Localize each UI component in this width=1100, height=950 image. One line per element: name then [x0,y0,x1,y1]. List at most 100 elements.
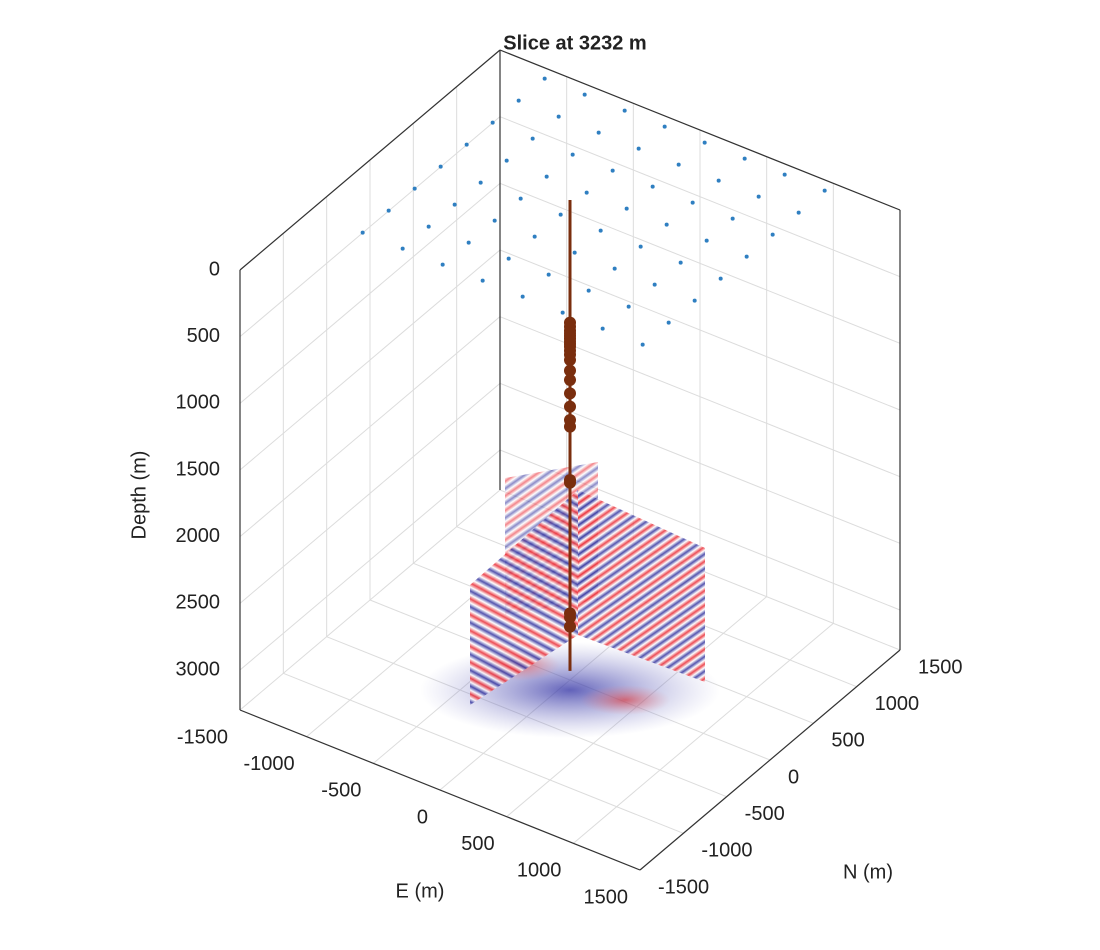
axis-edge [239,709,641,871]
z-tick-label: 2000 [176,525,221,547]
marks [360,76,827,671]
y-tick-label: -500 [745,803,785,825]
axis-edge [639,649,901,871]
seismic-slices [420,462,720,738]
y-tick-label: 500 [831,730,864,752]
event-point [564,354,576,366]
receiver-point [742,156,747,161]
receiver-point [426,224,431,229]
event-point [564,364,576,377]
event-point [564,420,576,433]
z-tick-label: 0 [209,258,220,280]
grid-line [499,249,901,411]
receiver-point [730,216,735,221]
receiver-point [690,200,695,205]
receiver-point [666,320,671,325]
event-point [564,374,576,386]
receiver-point [546,272,551,277]
receiver-point [636,146,641,151]
grid-line [239,182,501,404]
receiver-point [692,298,697,303]
receiver-point [520,294,525,299]
receiver-point [638,244,643,249]
y-axis-label: N (m) [843,861,893,883]
z-axis-label: Depth (m) [128,451,150,540]
x-tick-label: -1500 [177,726,228,748]
receiver-point [596,130,601,135]
receiver-point [704,238,709,243]
seismic-panel [578,490,705,682]
receiver-point [626,304,631,309]
chart-title: Slice at 3232 m [503,32,646,54]
y-tick-label: 0 [788,766,799,788]
depth-slice-red [580,685,670,715]
receiver-point [770,232,775,237]
grid-line [239,449,501,671]
x-tick-label: -1000 [244,753,295,775]
receiver-point [652,282,657,287]
receiver-point [492,218,497,223]
receiver-point [610,168,615,173]
receiver-point [558,212,563,217]
z-tick-label: 500 [187,325,220,347]
receiver-point [716,178,721,183]
axis-edge [499,49,901,211]
receiver-point [542,76,547,81]
grid-line [283,672,684,834]
receiver-point [518,196,523,201]
event-point [564,620,576,633]
x-tick-label: -500 [321,780,361,802]
receiver-point [532,234,537,239]
receiver-point [572,250,577,255]
receiver-point [386,208,391,213]
z-tick-label: 1500 [176,458,221,480]
axis-edge [239,49,501,271]
x-tick-label: 1000 [517,860,562,882]
x-tick-label: 0 [417,806,428,828]
event-point [564,400,576,413]
receiver-point [598,228,603,233]
z-tick-label: 3000 [176,658,221,680]
receiver-point [744,254,749,259]
receiver-point [504,158,509,163]
receiver-point [582,92,587,97]
receiver-point [490,120,495,125]
receiver-point [556,114,561,119]
grid-line [239,382,501,604]
receiver-point [600,326,605,331]
grid-line [239,116,501,338]
receiver-point [622,108,627,113]
receiver-point [440,262,445,267]
x-tick-label: 500 [461,833,494,855]
grid-line [239,316,501,538]
receiver-point [506,256,511,261]
receiver-point [400,246,405,251]
receiver-point [412,186,417,191]
receiver-point [570,152,575,157]
grid-line [239,249,501,471]
receiver-point [584,190,589,195]
seismic-panel [470,490,578,705]
y-tick-label: -1500 [658,876,709,898]
y-tick-label: 1500 [918,656,963,678]
receiver-point [664,222,669,227]
receiver-point [530,136,535,141]
receiver-point [516,98,521,103]
receiver-point [756,194,761,199]
receiver-point [560,310,565,315]
receiver-point [822,188,827,193]
z-tick-label: 2500 [176,592,221,614]
receiver-point [650,184,655,189]
receiver-point [678,260,683,265]
x-axis-label: E (m) [396,880,445,902]
receiver-point [702,140,707,145]
y-tick-label: 1000 [875,693,920,715]
receiver-point [796,210,801,215]
receiver-point [782,172,787,177]
y-tick-label: -1000 [701,840,752,862]
receiver-point [662,124,667,129]
z-tick-label: 1000 [176,392,221,414]
receiver-point [586,288,591,293]
receiver-point [718,276,723,281]
